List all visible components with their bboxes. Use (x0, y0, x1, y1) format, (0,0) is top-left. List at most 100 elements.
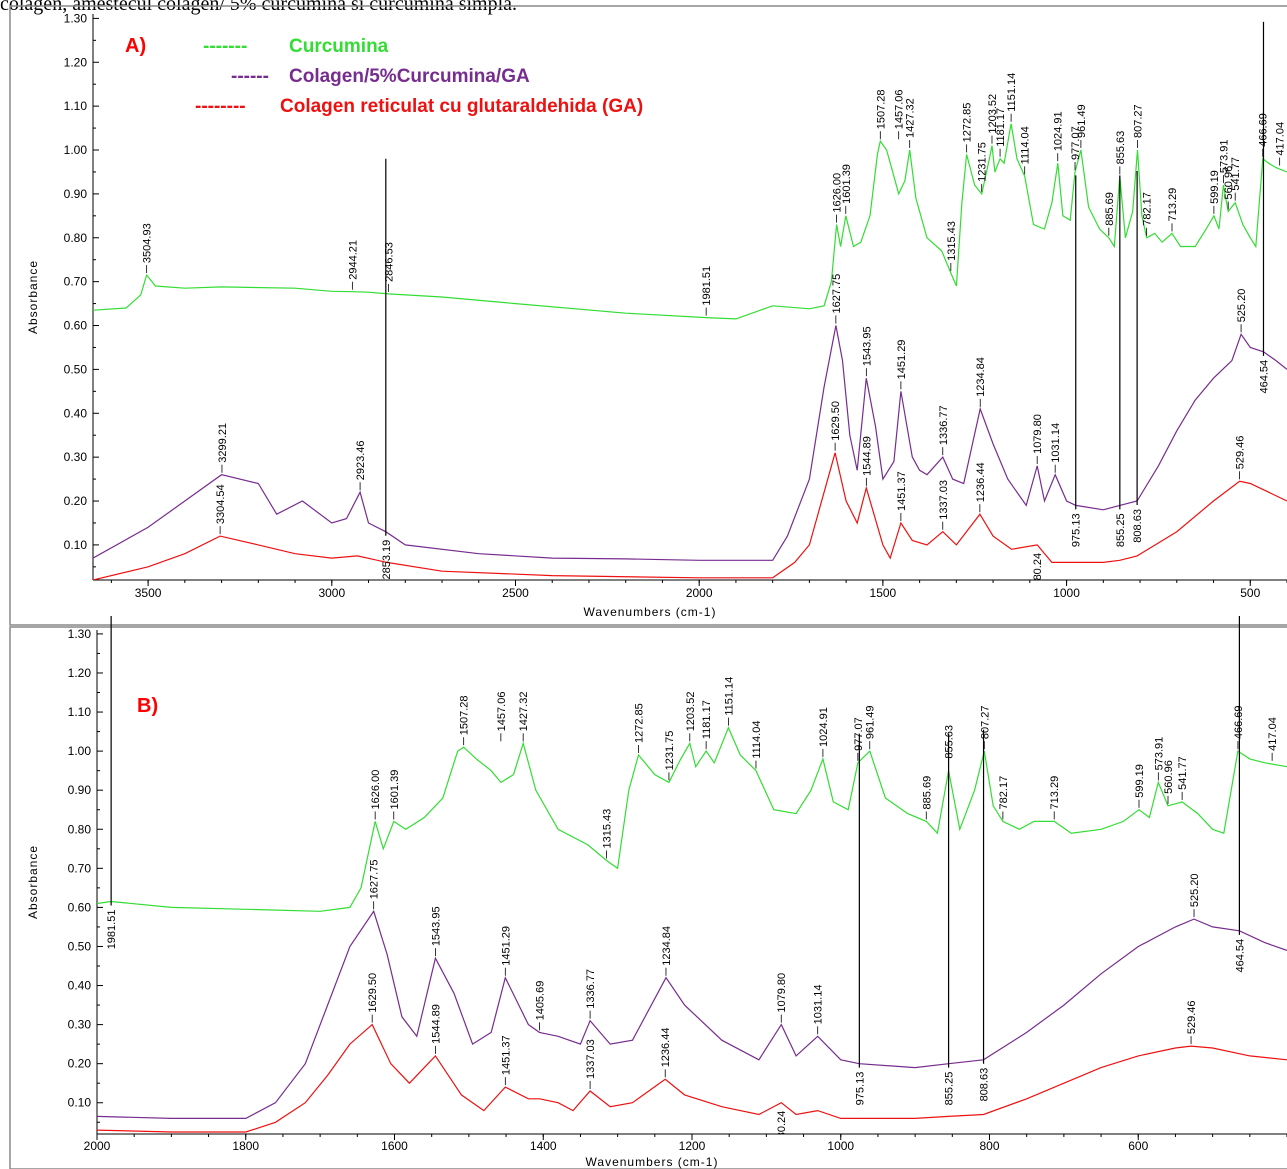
peak-label: 1543.95 (861, 326, 873, 366)
peak-label: 1203.52 (685, 692, 697, 732)
peak-label: 977.07 (1070, 126, 1082, 160)
peak-label: 1544.89 (430, 1004, 442, 1044)
peak-label: 1543.95 (430, 906, 442, 946)
peak-label: 782.17 (998, 776, 1010, 810)
peak-label: 529.46 (1235, 436, 1247, 470)
chart-panel-a: 0.10 0.20 0.30 0.40 0.50 0.60 0.70 0.80 0.90 1.00… (9, 5, 1287, 626)
x-tick-label: 600 (1128, 1139, 1148, 1153)
peak-label: 1151.14 (1006, 73, 1018, 112)
peak-label: 885.69 (1104, 192, 1116, 226)
y-tick-label: 0.20 (68, 1057, 92, 1071)
y-tick-label: 0.30 (64, 450, 88, 464)
series-line-3 (93, 452, 1287, 580)
y-tick-label: 1.00 (68, 744, 92, 758)
peak-label: 961.49 (865, 705, 877, 739)
panel-label: A) (125, 35, 146, 57)
peak-label: 1337.03 (938, 480, 950, 520)
y-tick-label: 1.20 (68, 666, 92, 680)
peak-label: 1234.84 (661, 926, 673, 966)
y-tick-label: 1.20 (64, 55, 88, 69)
peak-label: 1627.75 (369, 860, 381, 900)
peak-label: 1079.80 (1032, 414, 1044, 454)
peak-label: 464.54 (1258, 360, 1270, 394)
series-group: 3504.93 2944.21 2846.53 1981.51 1626.001601.… (93, 73, 1287, 580)
peak-label: 541.77 (1177, 756, 1189, 790)
peak-label: 1236.44 (975, 462, 987, 502)
x-tick-label: 3500 (135, 586, 162, 600)
peak-label: 560.96 (1223, 166, 1235, 200)
legend-label: Curcumina (289, 36, 389, 57)
x-tick-label: 1000 (827, 1139, 854, 1153)
x-axis-title: Wavenumbers (cm-1) (586, 1155, 719, 1169)
peak-label: 1627.75 (831, 274, 843, 314)
y-tick-label: 0.70 (68, 861, 92, 875)
peak-label: 541.77 (1230, 157, 1242, 191)
peak-label: 808.63 (1132, 509, 1144, 543)
peak-label: 2846.53 (383, 242, 395, 282)
peak-label: 1457.06 (496, 692, 508, 732)
peak-label: 713.29 (1167, 188, 1179, 222)
peak-label: 1272.85 (962, 103, 974, 143)
x-tick-label: 1800 (232, 1139, 259, 1153)
peak-label: 1507.28 (875, 89, 887, 129)
y-tick-label: 0.60 (68, 900, 92, 914)
peak-label: 1234.84 (975, 357, 987, 397)
y-tick-label: 1.10 (64, 99, 88, 113)
series-line-1 (97, 726, 1287, 912)
peak-label: 2853.19 (381, 540, 393, 580)
peak-label: 1079.80 (776, 973, 788, 1013)
x-tick-label: 1600 (381, 1139, 408, 1153)
y-axis-title: Absorbance (26, 260, 40, 334)
peak-label: 1181.17 (701, 700, 713, 739)
peak-label: 1336.77 (938, 405, 950, 445)
y-tick-label: 0.60 (64, 319, 88, 333)
peak-label: 1601.39 (841, 164, 853, 204)
chart-panel-b: 0.10 0.20 0.30 0.40 0.50 0.60 0.70 0.80 0.90 1.00… (9, 616, 1287, 1169)
peak-label: 855.25 (944, 1072, 956, 1106)
peak-label: 2944.21 (347, 240, 359, 280)
y-tick-label: 0.70 (64, 275, 88, 289)
y-tick-label: 1.10 (68, 705, 92, 719)
peak-label: 808.63 (979, 1068, 991, 1102)
peak-label: 1507.28 (459, 695, 471, 735)
x-tick-label: 2000 (686, 586, 713, 600)
peak-label: 713.29 (1049, 776, 1061, 810)
legend-label: Colagen/5%Curcumina/GA (289, 66, 530, 87)
y-tick-label: 0.80 (64, 231, 88, 245)
y-tick-label: 0.30 (68, 1018, 92, 1032)
peak-label: 1080.24 (776, 1111, 788, 1151)
peak-label: 1629.50 (367, 973, 379, 1013)
y-tick-label: 0.10 (68, 1096, 92, 1110)
peak-label: 1272.85 (633, 703, 645, 743)
peak-label: 782.17 (1142, 192, 1154, 226)
y-tick-label: 1.30 (64, 11, 88, 25)
y-tick-label: 0.10 (64, 538, 88, 552)
panel-frame (9, 626, 1287, 1169)
figure-caption: colagen, amestecul colagen/ 5% curcumina… (0, 0, 518, 15)
peak-label: 464.54 (1234, 939, 1246, 973)
series-group: 1626.00 1601.39 1507.28 1457.06 1427.32 1315.… (97, 677, 1287, 1151)
peak-label: 961.49 (1076, 104, 1088, 138)
peak-label: 1337.03 (585, 1039, 597, 1079)
peak-label: 855.25 (1115, 513, 1127, 547)
peak-label: 1114.04 (1020, 126, 1032, 164)
peak-label: 1231.75 (977, 142, 989, 182)
peak-label: 807.27 (1132, 104, 1144, 138)
x-tick-label: 2000 (84, 1139, 111, 1153)
x-tick-label: 2500 (502, 586, 529, 600)
peak-label: 417.04 (1267, 717, 1279, 751)
peak-label: 1451.37 (500, 1035, 512, 1075)
legend-dash: ------ (231, 66, 269, 87)
x-tick-label: 1400 (530, 1139, 557, 1153)
peak-label: 975.13 (854, 1072, 866, 1106)
x-tick-label: 800 (979, 1139, 999, 1153)
peak-label: 1203.52 (987, 94, 999, 134)
peak-label: 855.63 (1115, 131, 1127, 165)
peak-label: 1981.51 (106, 910, 118, 950)
y-tick-label: 0.50 (64, 362, 88, 376)
legend-label: Colagen reticulat cu glutaraldehida (GA) (280, 96, 643, 117)
peak-label: 525.20 (1189, 873, 1201, 907)
peak-label: 1629.50 (830, 401, 842, 441)
peak-label: 2923.46 (355, 440, 367, 480)
